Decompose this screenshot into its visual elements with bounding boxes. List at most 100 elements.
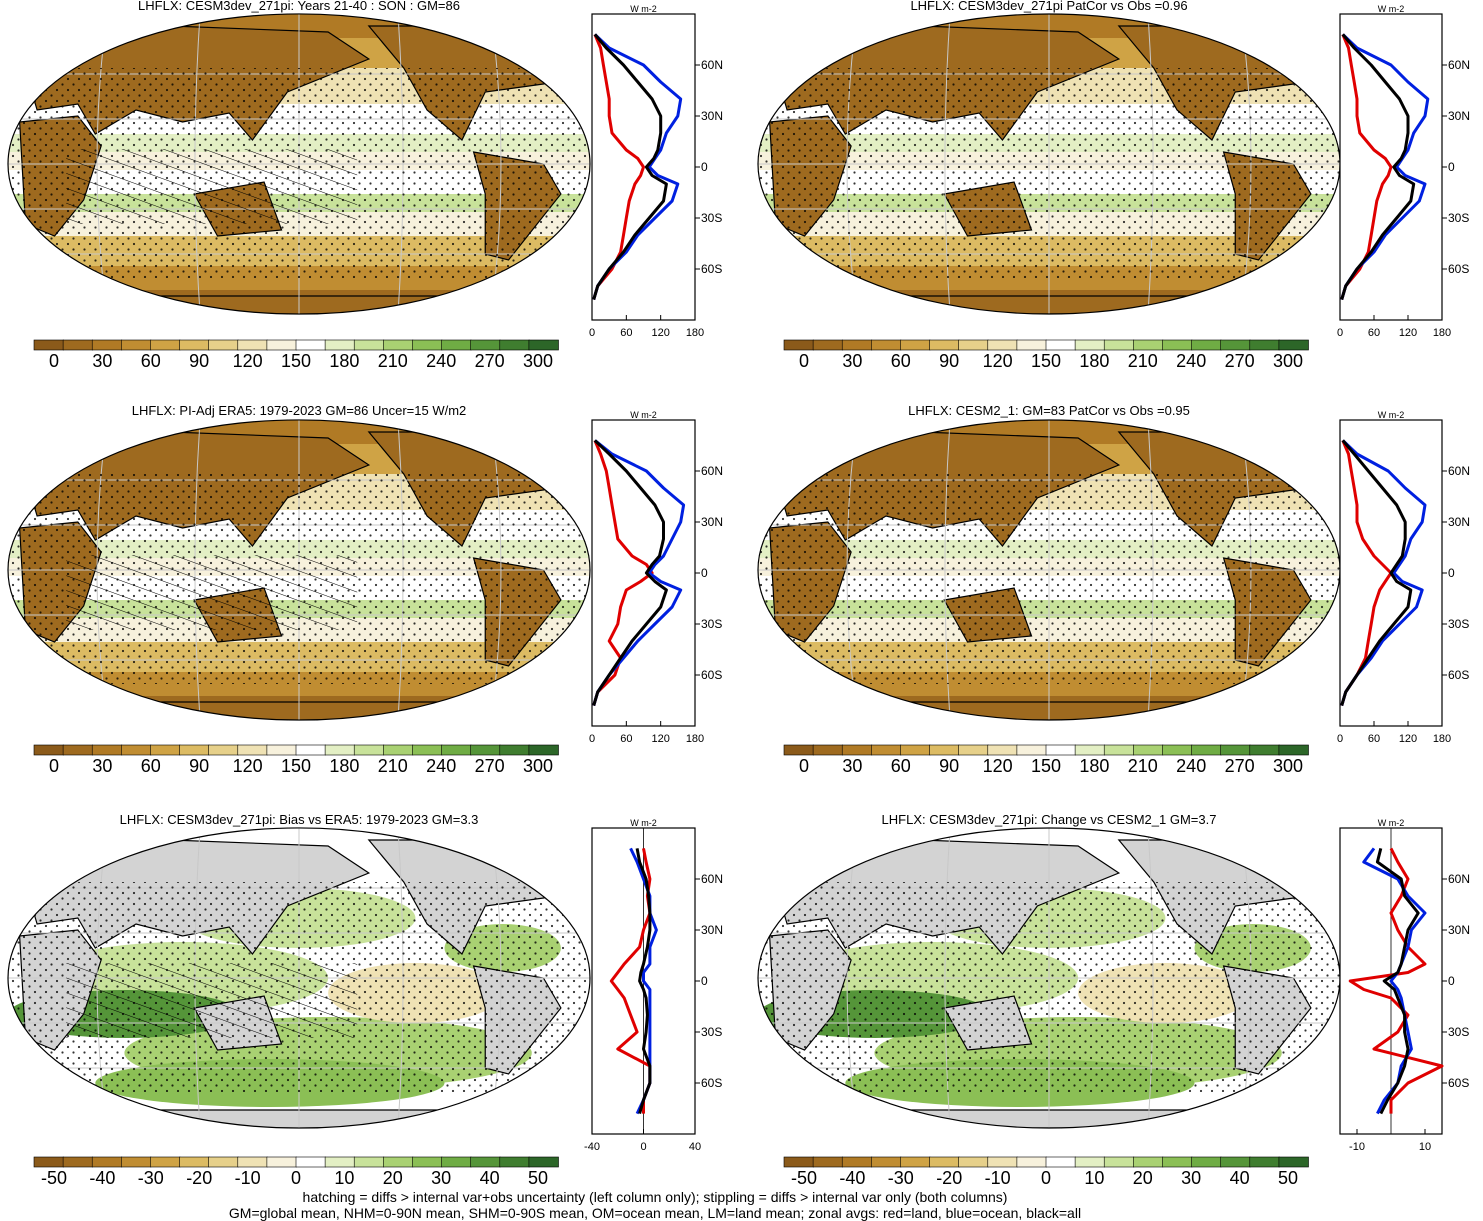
colorbar-box (841, 1156, 873, 1168)
colorbar-box (1249, 339, 1280, 351)
xtick-label: 0 (1337, 733, 1343, 745)
colorbar-box (1249, 744, 1280, 756)
colorbar-box (1074, 744, 1106, 756)
colorbar-tick-label: 240 (426, 756, 456, 776)
colorbar-box (929, 744, 960, 756)
colorbar-box (295, 1156, 326, 1168)
colorbar-box (499, 339, 530, 351)
ytick-label: 60N (1448, 872, 1470, 886)
xtick-label: 180 (1433, 327, 1451, 339)
colorbar-tick-label: 240 (1176, 351, 1206, 371)
series-line (1348, 847, 1444, 1114)
hatching-overlay (66, 555, 358, 630)
colorbar-tick-label: 60 (141, 756, 161, 776)
colorbar-box (441, 339, 472, 351)
colorbar-tick-label: 240 (426, 351, 456, 371)
colorbar-tick-label: 30 (92, 756, 112, 776)
colorbar-tick-label: 270 (1225, 756, 1255, 776)
colorbar-box (150, 339, 181, 351)
colorbar: -50 -40 -30 -20 -10 0 10 20 30 40 50 (783, 1156, 1309, 1188)
map-panel-1: LHFLX: CESM3dev_271pi: Years 21-40 : SON… (7, 0, 591, 371)
colorbar-tick-label: 120 (233, 351, 263, 371)
colorbar-box (208, 1156, 239, 1168)
colorbar-tick-label: 20 (1133, 1168, 1153, 1188)
ytick-label: 0 (1448, 566, 1455, 580)
colorbar: 0 30 60 90 120 150 180 210 240 270 300 (33, 339, 559, 371)
colorbar-tick-label: 150 (281, 351, 311, 371)
xtick-label: 120 (651, 733, 669, 745)
ytick-label: 0 (701, 566, 708, 580)
colorbar-tick-label: 0 (799, 756, 809, 776)
colorbar-box (266, 339, 297, 351)
colorbar-box (266, 1156, 297, 1168)
xtick-label: 0 (589, 733, 595, 745)
colorbar-box (1133, 339, 1164, 351)
xtick-label: 120 (1399, 733, 1417, 745)
colorbar-box (324, 744, 356, 756)
colorbar-box (1278, 1156, 1309, 1168)
colorbar-tick-label: 270 (475, 351, 505, 371)
map-border (7, 13, 591, 315)
colorbar-box (871, 1156, 902, 1168)
stippling-overlay (758, 68, 1340, 278)
zonal-profile-2: W m-2 60N 30N 0 30S 60S 0 60 120 180 (1337, 4, 1470, 339)
colorbar-tick-label: -10 (235, 1168, 261, 1188)
colorbar-tick-label: 270 (475, 756, 505, 776)
colorbar-tick-label: 210 (378, 351, 408, 371)
colorbar-box (1162, 339, 1193, 351)
colorbar-tick-label: 120 (233, 756, 263, 776)
ytick-label: 0 (701, 974, 708, 988)
footer-note-hatching: hatching = diffs > internal var+obs unce… (302, 1189, 1008, 1205)
colorbar-tick-label: 90 (189, 756, 209, 776)
xtick-label: 180 (686, 733, 704, 745)
colorbar-tick-label: 150 (1031, 351, 1061, 371)
colorbar-tick-label: 90 (939, 351, 959, 371)
colorbar-box (900, 744, 931, 756)
colorbar-tick-label: 50 (1278, 1168, 1298, 1188)
colorbar-tick-label: 30 (1181, 1168, 1201, 1188)
colorbar-box (470, 744, 501, 756)
colorbar-box (1249, 1156, 1280, 1168)
ytick-label: 30N (1448, 109, 1470, 123)
colorbar-box (353, 339, 385, 351)
colorbar-tick-label: 150 (281, 756, 311, 776)
series-line (1340, 439, 1413, 707)
xtick-label: 0 (1337, 327, 1343, 339)
colorbar-box (812, 744, 844, 756)
colorbar-box (812, 1156, 844, 1168)
map-title: LHFLX: CESM3dev_271pi: Years 21-40 : SON… (138, 0, 460, 13)
series-line (1340, 33, 1430, 301)
colorbar-box (871, 339, 902, 351)
colorbar-box (324, 339, 356, 351)
ytick-label: 30N (701, 515, 723, 529)
series-line (1362, 847, 1427, 1115)
zonal-profile-1: W m-2 60N 30N 0 30S 60S 0 60 120 180 (589, 4, 723, 339)
colorbar: 0 30 60 90 120 150 180 210 240 270 300 (783, 744, 1309, 776)
ytick-label: 0 (1448, 160, 1455, 174)
map-panel-5: LHFLX: CESM3dev_271pi: Bias vs ERA5: 197… (7, 812, 591, 1188)
ytick-label: 60S (701, 262, 722, 276)
colorbar-tick-label: 40 (480, 1168, 500, 1188)
colorbar-tick-label: -20 (936, 1168, 962, 1188)
ytick-label: 60N (1448, 58, 1470, 72)
units-label: W m-2 (630, 818, 657, 828)
ytick-label: 60N (701, 872, 723, 886)
xtick-label: -10 (1349, 1141, 1365, 1153)
colorbar-box (62, 744, 94, 756)
colorbar-tick-label: -10 (985, 1168, 1011, 1188)
series-line (635, 848, 652, 1115)
colorbar-box (987, 1156, 1018, 1168)
colorbar-tick-label: -20 (186, 1168, 212, 1188)
colorbar-tick-label: 10 (1084, 1168, 1104, 1188)
colorbar-box (412, 339, 443, 351)
ytick-label: 30N (701, 109, 723, 123)
colorbar-box (958, 744, 989, 756)
colorbar-box (412, 744, 443, 756)
colorbar-box (412, 1156, 443, 1168)
colorbar-box (383, 744, 414, 756)
colorbar-box (1016, 339, 1047, 351)
colorbar-box (150, 1156, 181, 1168)
ytick-label: 30S (1448, 211, 1469, 225)
ytick-label: 30N (1448, 515, 1470, 529)
colorbar-box (237, 744, 268, 756)
